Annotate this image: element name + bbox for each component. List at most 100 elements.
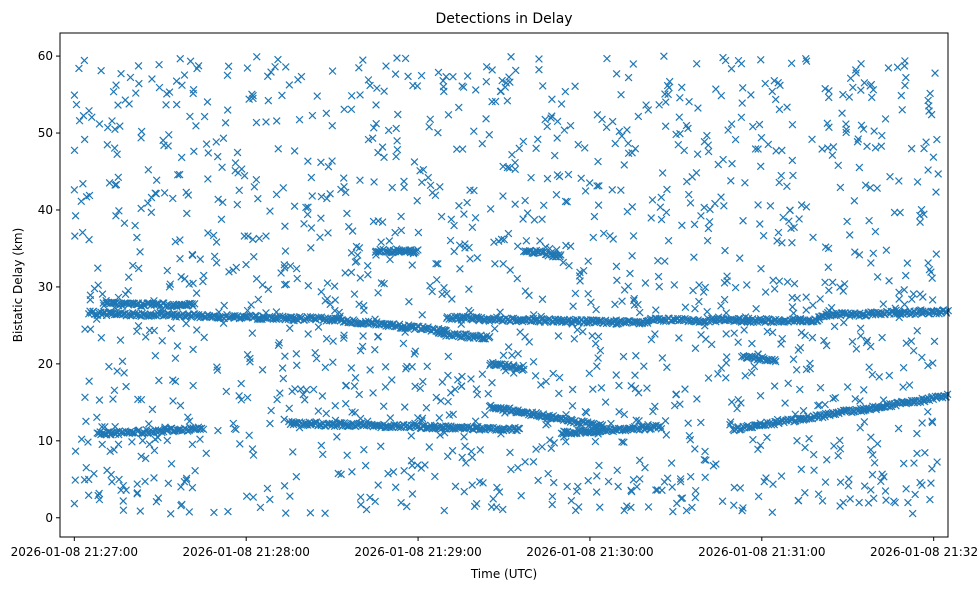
data-point (192, 289, 201, 297)
data-point (735, 254, 744, 262)
data-point (454, 103, 463, 112)
data-point (928, 274, 936, 282)
data-point (924, 166, 932, 174)
data-point (661, 417, 670, 425)
data-point (684, 419, 692, 427)
data-point (328, 157, 336, 165)
data-point (267, 406, 275, 415)
data-point (613, 466, 622, 475)
data-point (595, 461, 603, 470)
data-point (212, 259, 221, 267)
data-point (317, 441, 326, 450)
data-point (873, 184, 881, 192)
data-point (857, 86, 865, 95)
data-point (354, 63, 363, 72)
data-point (176, 54, 185, 63)
data-point (263, 72, 272, 81)
data-point (717, 193, 725, 201)
data-point (901, 81, 909, 90)
data-point (347, 248, 356, 257)
data-point (112, 81, 120, 89)
data-point (391, 228, 399, 237)
data-point (704, 147, 713, 156)
data-point (905, 381, 914, 389)
data-point (522, 236, 531, 245)
data-point (393, 54, 401, 62)
data-point (741, 372, 750, 380)
data-point (113, 367, 122, 375)
data-point (691, 493, 700, 502)
data-point (256, 503, 265, 512)
data-point (144, 199, 152, 207)
data-point (440, 506, 449, 515)
data-point (929, 153, 938, 161)
data-point (624, 73, 633, 82)
data-point (374, 288, 382, 297)
data-point (739, 216, 747, 225)
data-point (137, 204, 145, 213)
data-point (596, 346, 605, 355)
data-point (828, 151, 837, 159)
data-point (271, 62, 279, 71)
data-point (843, 217, 851, 226)
data-point (126, 73, 135, 82)
data-point (504, 343, 513, 351)
data-point (70, 499, 79, 508)
data-point (473, 253, 482, 262)
data-point (482, 77, 491, 86)
data-point (602, 123, 611, 132)
data-point (114, 173, 123, 182)
data-point (100, 430, 109, 438)
data-point (902, 485, 910, 493)
data-point (340, 105, 349, 114)
data-point (231, 159, 240, 167)
data-point (691, 445, 699, 453)
data-point (362, 505, 371, 514)
data-point (432, 393, 441, 402)
data-point (308, 192, 317, 200)
data-point (70, 146, 79, 155)
data-point (692, 59, 701, 68)
data-point (118, 357, 127, 366)
data-point (870, 127, 878, 135)
data-point (881, 487, 890, 495)
data-point (223, 106, 232, 114)
data-point (491, 259, 499, 268)
data-point (444, 352, 453, 361)
data-point (381, 383, 390, 391)
data-point (809, 450, 818, 459)
data-point (79, 179, 87, 188)
data-point (333, 433, 341, 441)
data-point (845, 231, 854, 239)
data-point (763, 433, 771, 442)
data-point (435, 414, 444, 422)
data-point (386, 414, 395, 422)
data-point (871, 227, 880, 236)
data-point (78, 228, 87, 237)
data-point (439, 82, 448, 91)
data-point (866, 486, 875, 494)
data-point (254, 194, 262, 203)
data-point (729, 501, 738, 510)
data-point (603, 54, 611, 63)
data-point (756, 441, 765, 450)
data-point (506, 266, 515, 274)
data-point (316, 233, 324, 242)
data-point (856, 324, 865, 333)
x-tick-label: 2026-01-08 21:27:00 (11, 545, 138, 559)
data-point (530, 216, 539, 224)
data-point (348, 467, 356, 476)
data-point (339, 174, 348, 182)
data-point (488, 97, 496, 106)
data-point (614, 482, 622, 491)
data-point (397, 212, 405, 221)
data-point (134, 321, 143, 330)
data-point (374, 481, 383, 489)
data-point (426, 181, 435, 190)
data-point (285, 324, 294, 333)
data-point (564, 170, 573, 179)
data-point (660, 257, 669, 265)
data-point (663, 185, 671, 194)
plot-area (70, 52, 953, 518)
data-point (428, 287, 436, 296)
